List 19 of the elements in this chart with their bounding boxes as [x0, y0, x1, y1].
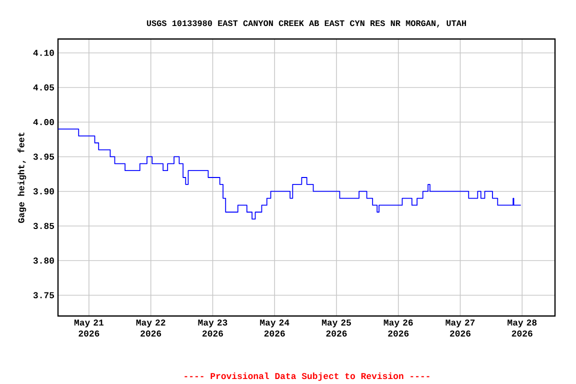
y-axis-title: Gage height, feet: [18, 132, 26, 223]
y-tick-label: 4.10: [33, 50, 54, 56]
y-tick-label: 3.80: [33, 258, 54, 264]
x-tick-label: May 21 2026: [74, 320, 104, 337]
y-tick-label: 4.05: [33, 84, 54, 91]
y-tick-label: 3.90: [33, 188, 54, 194]
chart-title: USGS 10133980 EAST CANYON CREEK AB EAST CYN RES NR MORGAN, UTAH: [146, 20, 466, 28]
y-tick-label: 3.75: [33, 292, 54, 298]
x-tick-label: May 22 2026: [136, 320, 166, 337]
x-tick-label: May 26 2026: [384, 320, 413, 337]
x-tick-label: May 24 2026: [260, 320, 290, 337]
x-tick-label: May 28 2026: [508, 320, 537, 337]
x-tick-label: May 25 2026: [322, 320, 351, 337]
y-tick-label: 3.85: [33, 222, 54, 230]
x-tick-label: May 27 2026: [446, 320, 475, 337]
y-tick-label: 4.00: [33, 119, 54, 126]
y-tick-label: 3.95: [33, 154, 54, 160]
text: ---- Provisional Data Subject to Revision ----: [184, 372, 430, 381]
x-tick-label: May 23 2026: [198, 320, 228, 337]
